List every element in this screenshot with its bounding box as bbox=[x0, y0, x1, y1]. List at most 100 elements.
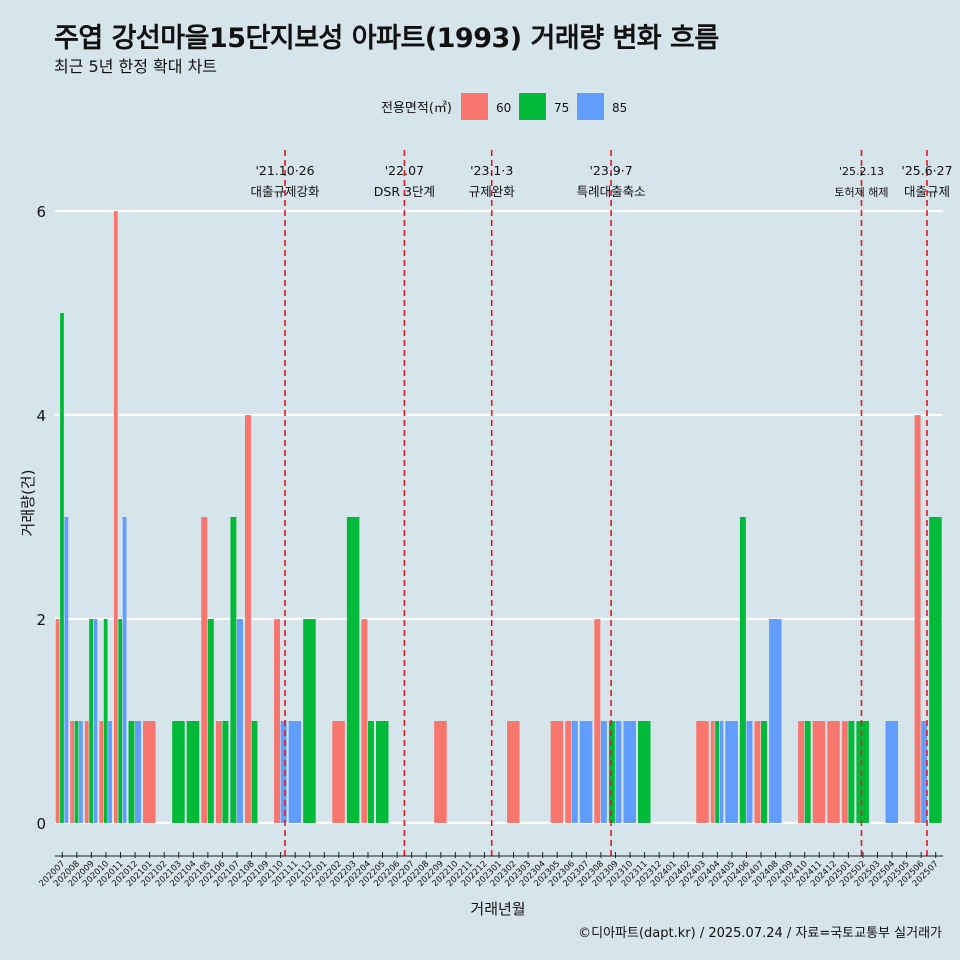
bar-60-202204 bbox=[361, 619, 368, 823]
chart-title: 주엽 강선마을15단지보성 아파트(1993) 거래량 변화 흐름 bbox=[54, 23, 719, 54]
bar-60-202110 bbox=[274, 619, 281, 823]
legend-label-85: 85 bbox=[612, 101, 627, 115]
bar-60-202010 bbox=[99, 721, 104, 823]
bar-85-202007 bbox=[64, 517, 69, 823]
bar-60-202306 bbox=[565, 721, 572, 823]
bar-85-202012 bbox=[135, 721, 142, 823]
y-tick-label: 6 bbox=[36, 203, 46, 221]
bar-60-202108 bbox=[244, 415, 251, 823]
bar-85-202307 bbox=[579, 721, 593, 823]
bar-75-202012 bbox=[128, 721, 135, 823]
bar-60-202009 bbox=[84, 721, 89, 823]
x-axis: 2020072020082020092020102020112020122021… bbox=[37, 852, 943, 889]
bar-60-202202 bbox=[332, 721, 345, 823]
bar-85-202306 bbox=[571, 721, 578, 823]
bars bbox=[55, 211, 942, 823]
bar-85-202009 bbox=[93, 619, 98, 823]
bar-60-202411 bbox=[812, 721, 826, 823]
bar-60-202410 bbox=[798, 721, 805, 823]
x-axis-label: 거래년월 bbox=[470, 900, 525, 918]
bar-85-202309 bbox=[615, 721, 622, 823]
bar-60-202308 bbox=[594, 619, 601, 823]
annotation-date: '23.1·3 bbox=[470, 163, 513, 178]
bar-60-202011 bbox=[113, 211, 118, 823]
chart-subtitle: 최근 5년 한정 확대 차트 bbox=[54, 57, 218, 76]
bar-75-202501 bbox=[848, 721, 855, 823]
bar-60-202008 bbox=[70, 721, 75, 823]
annotation-label: 대출규제강화 bbox=[250, 184, 320, 199]
bar-85-202310 bbox=[623, 721, 636, 823]
annotation-date: '25.2.13 bbox=[839, 165, 884, 178]
y-tick-label: 4 bbox=[36, 407, 46, 425]
legend-swatch-85 bbox=[577, 93, 604, 120]
y-axis: 0 2 4 6 bbox=[36, 203, 46, 833]
annotation-label: DSR 3단계 bbox=[374, 184, 435, 199]
bar-60-202101 bbox=[143, 721, 156, 823]
bar-75-202103 bbox=[172, 721, 185, 823]
annotation-label: 토허제 해제 bbox=[834, 185, 888, 199]
bar-75-202007 bbox=[60, 313, 64, 823]
bar-60-202412 bbox=[827, 721, 840, 823]
bar-85-202008 bbox=[79, 721, 83, 823]
bar-75-202008 bbox=[74, 721, 79, 823]
bar-75-202410 bbox=[804, 721, 811, 823]
legend-title: 전용면적(㎡) bbox=[381, 101, 452, 116]
bar-75-202104 bbox=[186, 721, 200, 823]
bar-75-202311 bbox=[638, 721, 651, 823]
bar-75-202204 bbox=[367, 721, 374, 823]
bar-85-202405 bbox=[725, 721, 738, 823]
annotation-label: 규제완화 bbox=[469, 184, 516, 199]
bar-60-202302 bbox=[507, 721, 520, 823]
bar-85-202504 bbox=[885, 721, 898, 823]
bar-75-202108 bbox=[251, 721, 258, 823]
bar-75-202112 bbox=[303, 619, 316, 823]
bar-75-202106 bbox=[222, 721, 229, 823]
bar-75-202011 bbox=[118, 619, 123, 823]
annotation-date: '25.6·27 bbox=[901, 163, 952, 178]
bar-85-202404 bbox=[719, 721, 724, 823]
y-axis-label: 거래량(건) bbox=[19, 470, 37, 537]
bar-75-202502 bbox=[856, 721, 869, 823]
bar-85-202506 bbox=[921, 721, 928, 823]
bar-60-202106 bbox=[215, 721, 222, 823]
bar-60-202305 bbox=[550, 721, 564, 823]
bar-75-202205 bbox=[375, 721, 389, 823]
bar-60-202105 bbox=[201, 517, 208, 823]
bar-60-202209 bbox=[434, 721, 447, 823]
bar-75-202107 bbox=[230, 517, 237, 823]
bar-75-202404 bbox=[715, 721, 719, 823]
bar-75-202406 bbox=[739, 517, 746, 823]
y-tick-label: 2 bbox=[36, 611, 46, 629]
annotation-label: 특례대출축소 bbox=[577, 184, 646, 199]
bar-85-202111 bbox=[288, 721, 302, 823]
bar-85-202011 bbox=[122, 517, 127, 823]
bar-75-202203 bbox=[346, 517, 360, 823]
y-tick-label: 0 bbox=[36, 815, 46, 833]
annotation-date: '23.9·7 bbox=[589, 163, 632, 178]
source-caption: ©디아파트(dapt.kr) / 2025.07.24 / 자료=국토교통부 실… bbox=[578, 926, 942, 941]
bar-60-202404 bbox=[710, 721, 715, 823]
legend-label-75: 75 bbox=[554, 101, 569, 115]
annotation-lines bbox=[284, 150, 928, 858]
bar-85-202107 bbox=[236, 619, 243, 823]
legend-swatch-75 bbox=[519, 93, 546, 120]
bar-75-202507 bbox=[929, 517, 942, 823]
bar-60-202403 bbox=[696, 721, 709, 823]
bar-60-202007 bbox=[55, 619, 60, 823]
legend-swatch-60 bbox=[461, 93, 488, 120]
annotations: '21.10·26 대출규제강화 '22.07 DSR 3단계 '23.1·3 규제완화 '… bbox=[250, 163, 952, 199]
bar-75-202010 bbox=[103, 619, 108, 823]
bar-85-202110 bbox=[280, 721, 287, 823]
annotation-date: '22.07 bbox=[385, 163, 424, 178]
bar-75-202105 bbox=[207, 619, 214, 823]
bar-60-202501 bbox=[841, 721, 848, 823]
bar-85-202408 bbox=[769, 619, 782, 823]
bar-85-202010 bbox=[108, 721, 112, 823]
bar-85-202308 bbox=[600, 721, 607, 823]
annotation-date: '21.10·26 bbox=[255, 163, 314, 178]
bar-75-202009 bbox=[89, 619, 93, 823]
bar-75-202407 bbox=[761, 721, 767, 823]
legend: 전용면적(㎡) 60 75 85 bbox=[381, 93, 627, 120]
bar-60-202407 bbox=[754, 721, 761, 823]
